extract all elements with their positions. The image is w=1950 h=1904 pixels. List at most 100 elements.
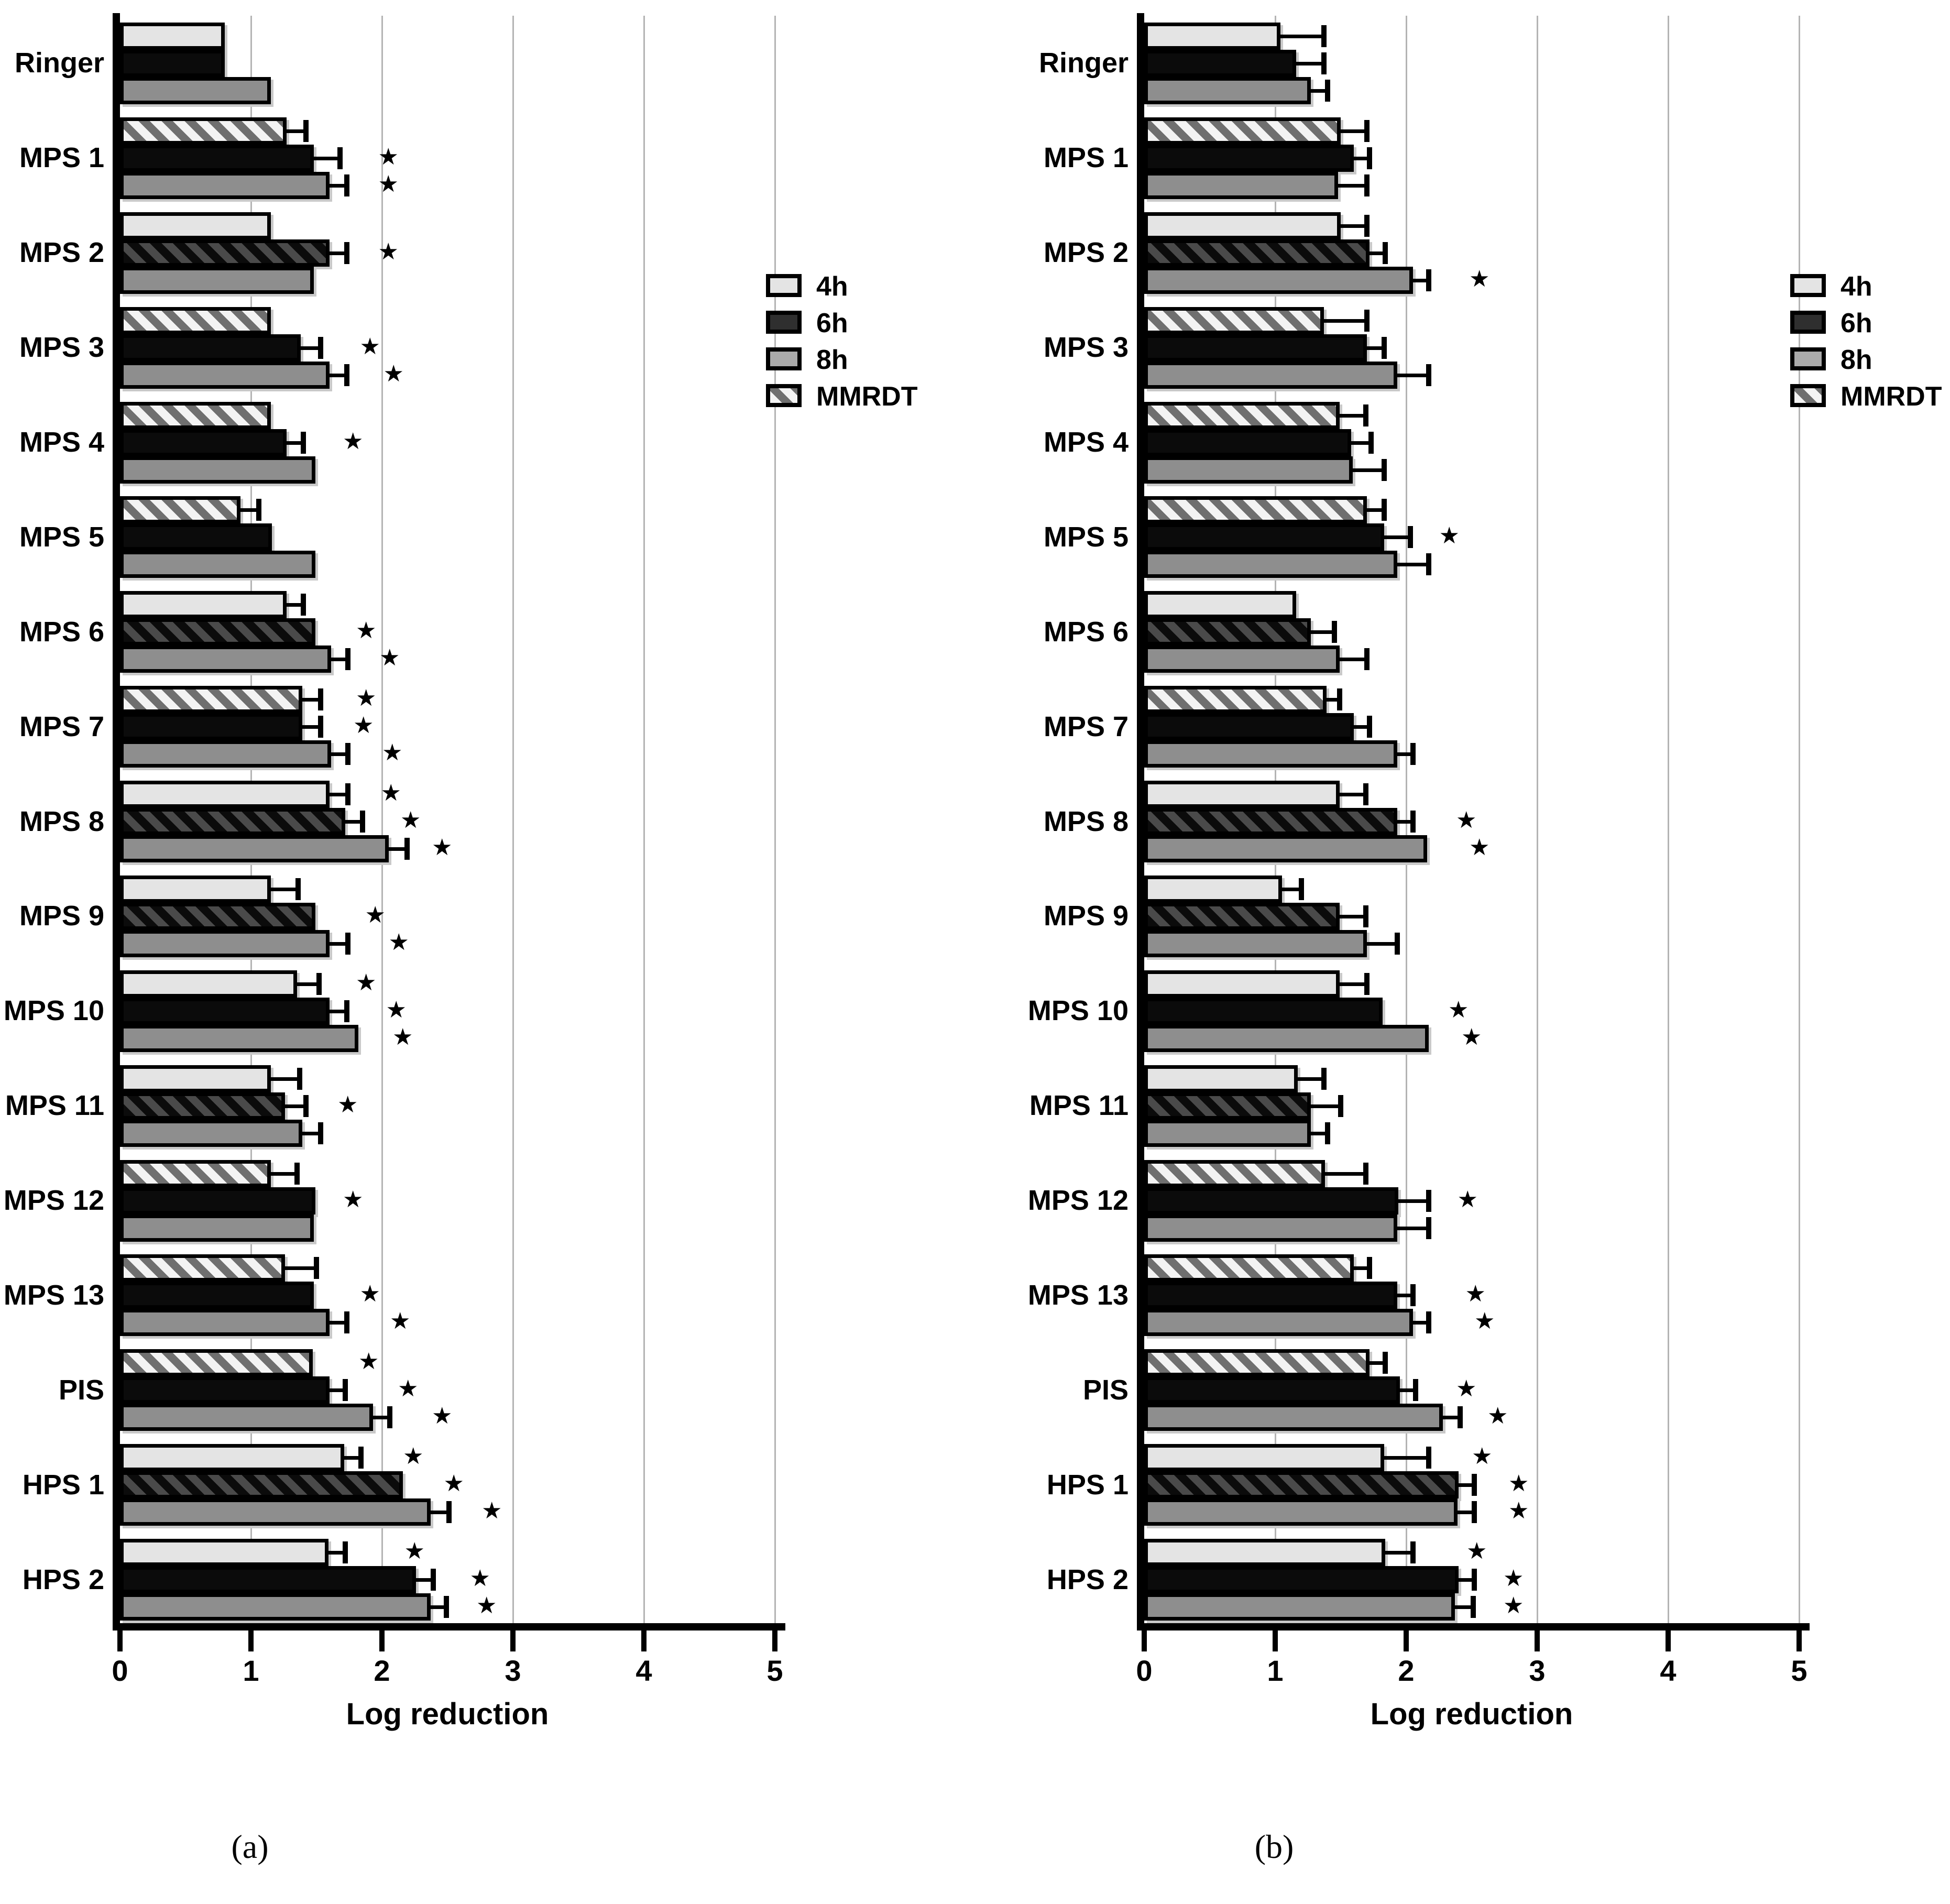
significance-star: ★ <box>1466 1538 1487 1564</box>
error-bar-cap <box>1426 269 1431 291</box>
gridline <box>381 16 383 1627</box>
x-tick-label: 4 <box>636 1654 652 1687</box>
bar-mmrdt-6h <box>120 239 330 267</box>
bar-mmrdt <box>120 686 302 714</box>
error-bar <box>1367 942 1397 946</box>
bar-mmrdt <box>1144 1349 1370 1377</box>
error-bar <box>297 982 319 986</box>
bar-mmrdt <box>1144 401 1340 429</box>
x-axis-tick <box>248 1631 254 1651</box>
error-bar <box>330 942 348 946</box>
error-bar <box>285 1104 306 1108</box>
bar-mmrdt <box>1144 117 1341 145</box>
legend-item-mmrdt: MMRDT <box>766 381 986 412</box>
legend-swatch-6h <box>766 311 802 334</box>
category-label: MPS 13 <box>1027 1279 1129 1311</box>
bar-8h <box>120 835 389 863</box>
error-bar <box>1397 1294 1413 1298</box>
bar-8h <box>120 740 331 768</box>
significance-star: ★ <box>1456 1376 1477 1402</box>
bar-8h <box>120 1214 314 1242</box>
bar-6h <box>120 50 225 77</box>
bar-mmrdt <box>120 401 271 429</box>
error-bar <box>286 603 303 607</box>
x-tick-label: 0 <box>112 1654 128 1687</box>
bar-mmrdt <box>120 1254 285 1282</box>
significance-star: ★ <box>382 740 403 766</box>
error-bar <box>330 373 347 377</box>
significance-star: ★ <box>469 1566 490 1592</box>
error-bar-cap <box>387 1406 392 1429</box>
category-label: MPS 4 <box>19 426 104 458</box>
error-bar-cap <box>345 783 350 806</box>
x-tick-label: 2 <box>1398 1654 1415 1687</box>
error-bar-cap <box>1426 1447 1431 1469</box>
error-bar <box>1412 278 1429 282</box>
bar-8h <box>120 1404 373 1431</box>
error-bar-cap <box>404 838 410 860</box>
legend-label: 6h <box>816 308 848 338</box>
significance-star: ★ <box>398 1376 419 1402</box>
legend-swatch-8h <box>1790 347 1826 370</box>
bar-mmrdt <box>120 496 240 524</box>
error-bar <box>330 793 348 797</box>
significance-star: ★ <box>404 1538 425 1564</box>
bar-8h <box>120 1498 431 1526</box>
bar-8h <box>120 551 315 578</box>
gridline <box>1799 16 1800 1627</box>
error-bar-cap <box>359 811 365 833</box>
error-bar-cap <box>1426 1311 1431 1334</box>
error-bar-cap <box>337 147 343 169</box>
error-bar <box>1339 413 1366 418</box>
error-bar <box>330 1388 345 1393</box>
error-bar-cap <box>344 242 349 264</box>
significance-star: ★ <box>378 238 399 265</box>
bar-8h <box>1144 1214 1397 1242</box>
bar-mmrdt-6h <box>120 808 345 836</box>
category-label: MPS 2 <box>19 237 104 269</box>
bar-4h <box>120 781 330 808</box>
significance-star: ★ <box>359 1281 380 1307</box>
bar-6h <box>1144 334 1367 362</box>
error-bar-cap <box>1394 932 1400 955</box>
error-bar-cap <box>256 499 261 521</box>
significance-star: ★ <box>358 1349 379 1375</box>
bar-8h <box>1144 1593 1455 1621</box>
error-bar-cap <box>1321 1067 1327 1090</box>
error-bar-cap <box>294 1162 300 1185</box>
significance-star: ★ <box>1472 1443 1493 1470</box>
error-bar-cap <box>1472 1474 1477 1496</box>
significance-star: ★ <box>476 1593 497 1619</box>
legend-item-4h: 4h <box>766 271 986 302</box>
error-bar <box>1367 346 1384 350</box>
bar-8h <box>1144 266 1413 294</box>
error-bar <box>1397 820 1413 824</box>
legend-item-4h: 4h <box>1790 271 1950 302</box>
category-label: MPS 8 <box>19 805 104 837</box>
significance-star: ★ <box>343 428 364 454</box>
category-label: MPS 8 <box>1043 805 1129 837</box>
bar-mmrdt-6h <box>120 1471 403 1499</box>
bar-8h <box>120 456 315 484</box>
error-bar-cap <box>1472 1501 1477 1524</box>
bar-8h <box>120 77 271 104</box>
bar-6h <box>120 1282 314 1309</box>
gridline <box>1537 16 1538 1627</box>
bar-6h <box>1144 1376 1400 1404</box>
category-label: MPS 10 <box>3 995 104 1027</box>
bar-8h <box>1144 645 1340 673</box>
legend-swatch-mmrdt <box>1790 384 1826 407</box>
error-bar-cap <box>1470 1596 1476 1618</box>
x-axis-tick <box>1535 1631 1540 1651</box>
error-bar-cap <box>1381 458 1387 481</box>
error-bar-cap <box>1336 688 1342 711</box>
error-bar <box>302 698 321 702</box>
x-axis <box>1137 1623 1810 1631</box>
error-bar-cap <box>344 1000 349 1022</box>
bar-6h <box>120 1566 416 1594</box>
error-bar <box>1339 658 1367 662</box>
error-bar-cap <box>1426 553 1431 576</box>
error-bar-cap <box>1364 214 1370 237</box>
category-label: MPS 5 <box>1043 521 1129 553</box>
